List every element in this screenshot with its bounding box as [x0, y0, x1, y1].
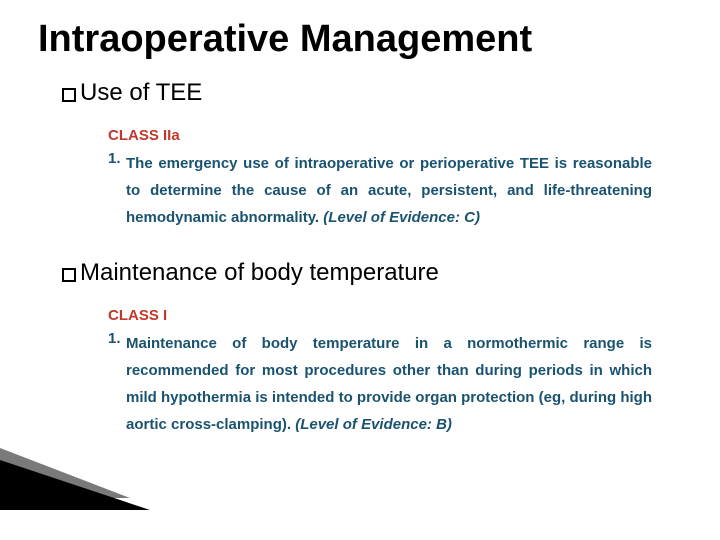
level-of-evidence: (Level of Evidence: C) — [323, 209, 480, 226]
slide-title: Intraoperative Management — [38, 18, 682, 61]
class-label: CLASS IIa — [108, 127, 652, 144]
recommendation-block-2: CLASS I 1. Maintenance of body temperatu… — [108, 307, 652, 438]
checkbox-icon — [62, 268, 76, 282]
rec-number: 1. — [108, 150, 126, 167]
bullet-text: Use of TEE — [80, 79, 202, 107]
checkbox-icon — [62, 88, 76, 102]
recommendation-block-1: CLASS IIa 1. The emergency use of intrao… — [108, 127, 652, 231]
class-label: CLASS I — [108, 307, 652, 324]
rec-text: The emergency use of intraoperative or p… — [126, 150, 652, 231]
rec-number: 1. — [108, 330, 126, 347]
bullet-use-tee: Use of TEE — [62, 79, 682, 107]
rec-text: Maintenance of body temperature in a nor… — [126, 330, 652, 438]
bullet-text: Maintenance of body temperature — [80, 259, 439, 287]
bullet-maintenance-temp: Maintenance of body temperature — [62, 259, 682, 287]
level-of-evidence: (Level of Evidence: B) — [295, 416, 452, 433]
corner-decoration — [0, 448, 150, 518]
